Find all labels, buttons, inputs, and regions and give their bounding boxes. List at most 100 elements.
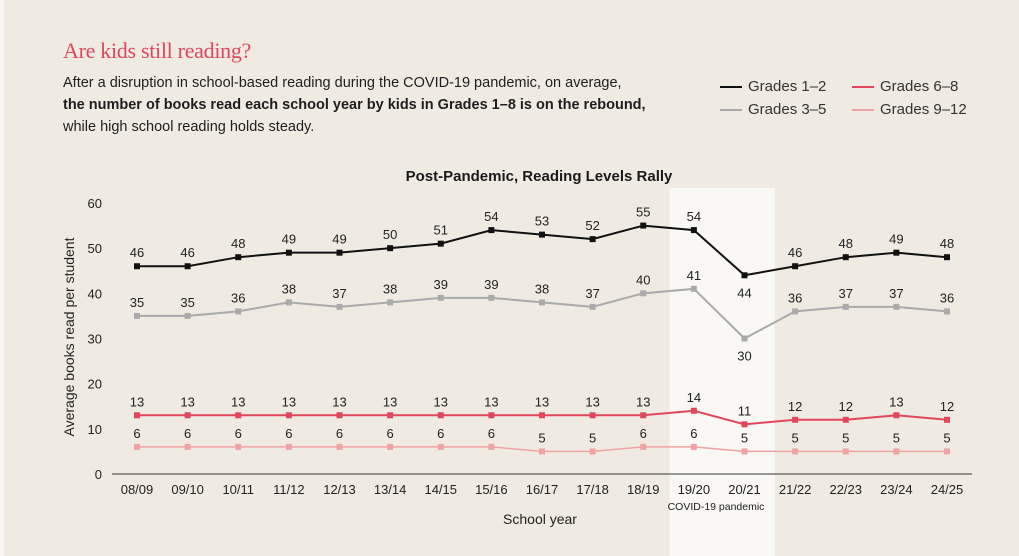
data-label: 48 (839, 236, 853, 251)
data-point (842, 254, 849, 261)
data-point (893, 303, 900, 310)
description-bold: the number of books read each school yea… (63, 97, 646, 113)
data-point (792, 448, 799, 455)
y-tick-label: 20 (88, 377, 102, 392)
x-tick-label: 11/12 (273, 482, 305, 497)
data-label: 48 (940, 236, 954, 251)
data-label: 46 (180, 245, 194, 260)
data-label: 13 (130, 394, 144, 409)
data-label: 37 (585, 286, 599, 301)
legend-item-grades-3-5: Grades 3–5 (720, 101, 826, 118)
data-label: 51 (434, 223, 448, 238)
y-tick-label: 40 (88, 286, 102, 301)
data-point (690, 407, 697, 414)
data-point (539, 448, 545, 455)
data-label: 49 (332, 232, 346, 247)
data-label: 36 (940, 290, 954, 305)
data-point (488, 294, 495, 301)
data-label: 13 (180, 394, 194, 409)
data-point (336, 249, 343, 256)
data-point (134, 443, 140, 450)
y-tick-label: 60 (88, 196, 102, 211)
data-label: 39 (434, 277, 448, 292)
data-label: 6 (133, 426, 140, 441)
data-label: 52 (585, 218, 599, 233)
data-point (792, 308, 799, 315)
data-label: 39 (484, 277, 498, 292)
x-tick-label: 21/22 (779, 482, 812, 497)
data-point (640, 222, 647, 229)
data-label: 5 (741, 430, 748, 445)
data-label: 48 (231, 236, 245, 251)
data-point (184, 312, 191, 319)
data-label: 13 (636, 394, 650, 409)
x-tick-label: 18/19 (627, 482, 660, 497)
data-point (893, 448, 900, 455)
data-point (792, 416, 799, 423)
data-point (285, 299, 292, 306)
legend-label: Grades 3–5 (748, 101, 827, 118)
pandemic-highlight-band (669, 188, 775, 556)
data-point (184, 263, 191, 270)
data-label: 6 (285, 426, 292, 441)
data-point (387, 299, 394, 306)
x-tick-label: 08/09 (121, 482, 154, 497)
data-label: 37 (889, 286, 903, 301)
x-tick-label: 09/10 (171, 482, 204, 497)
x-tick-label: 15/16 (475, 482, 508, 497)
data-point (741, 421, 748, 428)
data-point (134, 412, 140, 419)
description-line-3: while high school reading holds steady. (63, 119, 315, 135)
data-point (893, 412, 900, 419)
data-point (792, 263, 799, 270)
data-point (842, 416, 849, 423)
data-label: 46 (130, 245, 144, 260)
data-point (488, 443, 495, 450)
data-label: 5 (842, 430, 849, 445)
data-label: 13 (889, 394, 903, 409)
data-point (589, 448, 596, 455)
data-point (387, 443, 394, 450)
legend-label: Grades 9–12 (880, 101, 967, 118)
data-point (235, 254, 242, 261)
data-label: 35 (130, 295, 144, 310)
x-tick-label: 20/21 (728, 482, 761, 497)
data-label: 13 (231, 394, 245, 409)
data-point (387, 412, 394, 419)
data-label: 13 (282, 394, 296, 409)
data-label: 5 (792, 430, 799, 445)
data-label: 13 (535, 394, 549, 409)
data-point (437, 412, 444, 419)
description-line-1: After a disruption in school-based readi… (63, 75, 622, 91)
description: After a disruption in school-based readi… (63, 72, 713, 138)
y-tick-label: 10 (88, 422, 102, 437)
data-label: 5 (943, 430, 950, 445)
x-tick-label: 13/14 (374, 482, 407, 497)
data-label: 54 (484, 209, 498, 224)
data-point (134, 312, 140, 319)
y-axis-title: Average books read per student (61, 237, 77, 436)
data-point (944, 254, 950, 261)
data-label: 55 (636, 205, 650, 220)
data-label: 54 (687, 209, 701, 224)
data-label: 49 (282, 232, 296, 247)
data-label: 37 (332, 286, 346, 301)
data-label: 35 (180, 295, 194, 310)
data-point (488, 227, 495, 234)
page-edge (0, 0, 4, 556)
y-tick-label: 50 (88, 241, 102, 256)
x-axis-title: School year (503, 511, 577, 527)
data-point (741, 448, 748, 455)
data-label: 37 (839, 286, 853, 301)
data-point (539, 412, 545, 419)
data-label: 6 (640, 426, 647, 441)
data-label: 41 (687, 268, 701, 283)
data-point (235, 443, 242, 450)
data-point (690, 443, 697, 450)
data-label: 38 (535, 281, 549, 296)
data-point (285, 249, 292, 256)
legend-swatch (720, 108, 742, 111)
legend-swatch (852, 85, 874, 88)
data-point (336, 443, 343, 450)
data-point (184, 412, 191, 419)
